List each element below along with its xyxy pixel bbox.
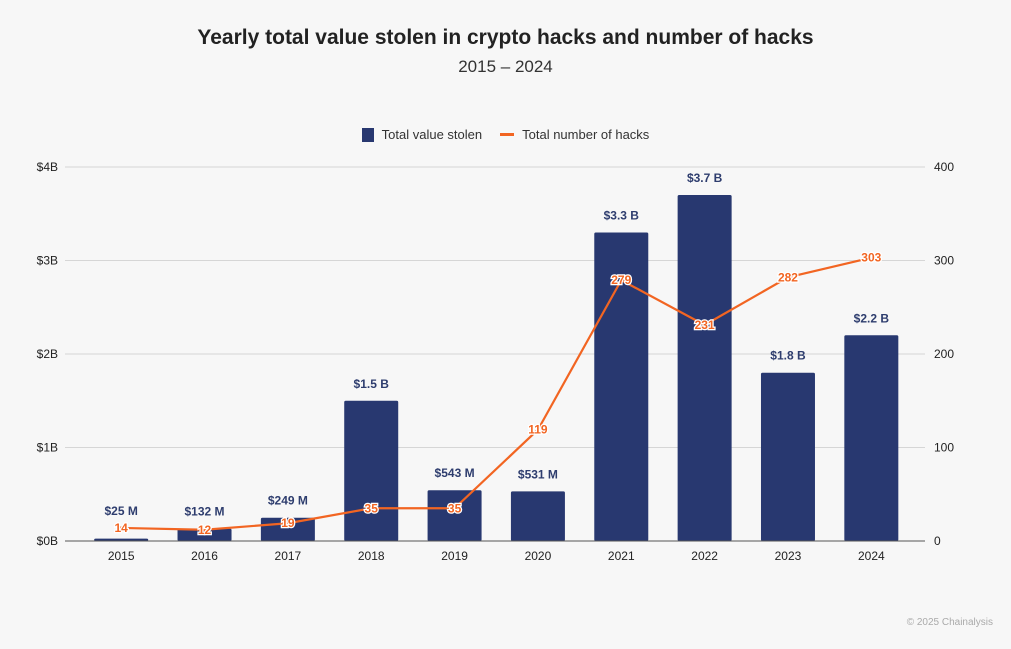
- copyright-credit: © 2025 Chainalysis: [906, 617, 993, 628]
- bar-2021: [594, 232, 649, 541]
- x-axis-tick-label: 2018: [358, 549, 385, 563]
- hacks-value-label: 12: [198, 523, 212, 537]
- legend-item-value-stolen: Total value stolen: [361, 127, 483, 142]
- legend-label: Total value stolen: [381, 127, 483, 142]
- bar-value-label: $249 M: [268, 494, 308, 508]
- hacks-point-2023: [786, 275, 790, 279]
- x-axis-tick-label: 2024: [858, 549, 885, 563]
- right-axis-tick-label: 300: [934, 254, 954, 268]
- hacks-point-2017: [286, 521, 290, 525]
- hacks-value-label: 14: [114, 521, 128, 535]
- bar-2015: [94, 538, 149, 541]
- hacks-point-2024: [869, 256, 873, 260]
- left-axis-tick-label: $0B: [37, 534, 58, 548]
- x-axis-tick-label: 2015: [108, 549, 135, 563]
- hacks-line: [121, 256, 872, 531]
- bar-value-label: $2.2 B: [854, 311, 890, 325]
- hacks-value-label: 19: [281, 516, 295, 530]
- bar-value-label: $3.7 B: [687, 171, 723, 185]
- hacks-point-2020: [536, 428, 540, 432]
- bar-value-label: $25 M: [104, 504, 137, 518]
- hacks-value-label: 279: [611, 273, 631, 287]
- x-axis-tick-label: 2020: [525, 549, 552, 563]
- chart-subtitle: 2015 – 2024: [458, 57, 553, 76]
- right-axis-tick-label: 200: [934, 347, 954, 361]
- hacks-value-label: 119: [528, 423, 548, 437]
- bar-2020: [510, 491, 565, 541]
- hacks-value-label: 231: [695, 318, 715, 332]
- x-axis-tick-label: 2021: [608, 549, 635, 563]
- bar-value-label: $531 M: [518, 467, 558, 481]
- hacks-value-label: 35: [448, 501, 462, 515]
- legend-item-number-of-hacks: Total number of hacks: [500, 127, 649, 142]
- x-axis-tick-label: 2019: [441, 549, 468, 563]
- hacks-point-2015: [119, 526, 123, 530]
- bar-value-label: $3.3 B: [604, 208, 640, 222]
- x-axis-tick-label: 2016: [191, 549, 218, 563]
- hacks-point-2019: [453, 506, 457, 510]
- x-axis-tick-label: 2017: [275, 549, 302, 563]
- left-axis-tick-label: $3B: [37, 254, 58, 268]
- bar-value-label: $132 M: [185, 505, 225, 519]
- hacks-point-2022: [703, 323, 707, 327]
- bar-2023: [760, 372, 815, 541]
- bar-2024: [844, 335, 899, 541]
- right-axis-tick-label: 400: [934, 160, 954, 174]
- left-axis-tick-label: $1B: [37, 441, 58, 455]
- hacks-point-2018: [369, 506, 373, 510]
- left-axis-tick-label: $4B: [37, 160, 58, 174]
- legend-label: Total number of hacks: [522, 127, 650, 142]
- chart-title: Yearly total value stolen in crypto hack…: [197, 26, 814, 49]
- hacks-value-label: 35: [365, 501, 379, 515]
- bar-value-label: $1.5 B: [354, 377, 390, 391]
- legend-swatch-bar: [361, 127, 374, 142]
- left-axis-tick-label: $2B: [37, 347, 58, 361]
- hacks-point-2021: [619, 278, 623, 282]
- right-axis-tick-label: 100: [934, 441, 954, 455]
- hacks-value-label: 282: [778, 270, 798, 284]
- bar-2016: [177, 528, 232, 541]
- legend: Total value stolen Total number of hacks: [0, 127, 1011, 142]
- x-axis-tick-label: 2023: [775, 549, 802, 563]
- x-axis-tick-label: 2022: [691, 549, 718, 563]
- hacks-point-2016: [203, 528, 207, 532]
- bar-2018: [344, 400, 399, 541]
- right-axis-tick-label: 0: [934, 534, 941, 548]
- bar-value-label: $1.8 B: [770, 349, 806, 363]
- bar-2022: [677, 195, 732, 542]
- legend-swatch-line: [500, 133, 515, 136]
- hacks-value-label: 303: [861, 251, 881, 265]
- bar-value-label: $543 M: [435, 466, 475, 480]
- bar-2019: [427, 490, 482, 541]
